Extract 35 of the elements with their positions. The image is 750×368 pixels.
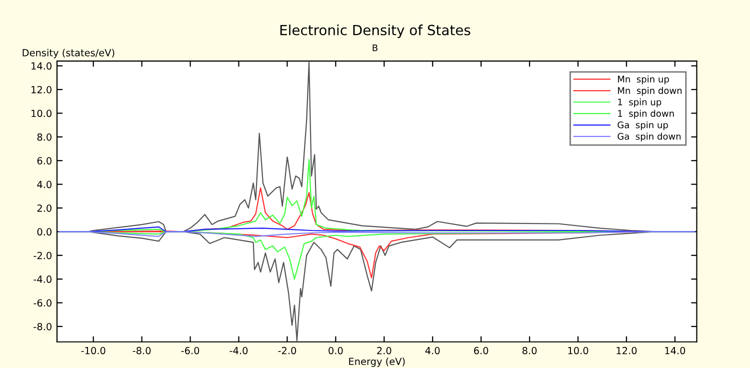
x-tick-label: -8.0 — [132, 346, 151, 354]
legend-label: 1 spin down — [618, 110, 674, 119]
y-axis-title: Density (states/eV) — [22, 48, 114, 58]
legend-label: Mn spin down — [618, 86, 682, 96]
x-tick-label: -2.0 — [278, 346, 296, 354]
x-tick-label: 0.0 — [328, 346, 343, 354]
x-tick-label: -10.0 — [81, 346, 106, 354]
x-tick-label: -4.0 — [230, 346, 248, 354]
y-tick-label: 8.0 — [37, 133, 52, 141]
legend-label: 1 spin up — [618, 98, 662, 108]
x-tick-label: 2.0 — [377, 346, 392, 354]
y-tick-label: 12.0 — [32, 86, 52, 94]
y-tick-label: 14.0 — [32, 62, 52, 70]
x-axis-title: Energy (eV) — [349, 358, 405, 367]
x-tick-label: 14.0 — [665, 346, 686, 354]
chart-title: Electronic Density of States — [280, 24, 470, 38]
x-tick-label: 8.0 — [522, 346, 537, 354]
y-tick-label: -4.0 — [34, 276, 52, 283]
y-tick-label: 10.0 — [32, 110, 52, 118]
y-tick-label: 6.0 — [37, 157, 52, 164]
y-tick-label: 4.0 — [37, 180, 52, 188]
y-tick-label: -8.0 — [34, 322, 52, 330]
x-tick-label: -6.0 — [181, 346, 200, 354]
legend-label: Ga spin up — [618, 121, 668, 130]
y-tick-label: -2.0 — [34, 252, 52, 260]
x-tick-label: 12.0 — [616, 346, 637, 354]
legend-label: Ga spin down — [618, 132, 681, 142]
chart-subtitle: B — [372, 44, 378, 52]
legend-label: Mn spin up — [618, 76, 669, 84]
y-tick-label: 0.0 — [37, 228, 52, 236]
x-tick-label: 6.0 — [474, 346, 488, 354]
y-tick-label: -6.0 — [34, 299, 52, 307]
x-tick-label: 10.0 — [568, 346, 588, 354]
x-tick-label: 4.0 — [425, 346, 440, 354]
y-tick-label: 2.0 — [37, 204, 52, 212]
